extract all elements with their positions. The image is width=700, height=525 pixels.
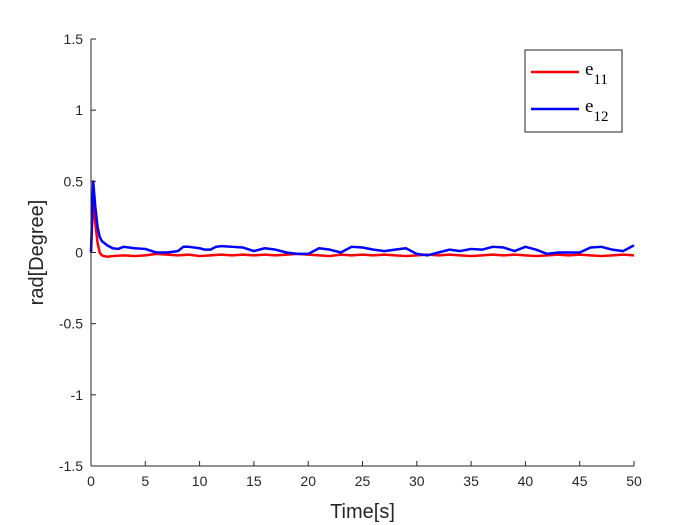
x-tick-label: 45 [572, 473, 588, 489]
x-tick-label: 5 [141, 473, 149, 489]
x-tick-label: 30 [409, 473, 425, 489]
x-tick-label: 20 [300, 473, 316, 489]
axes-layer: 0 5 10 15 20 25 30 35 40 45 50 -1.5 -1 -0.5 0 0.5 1 1.5 [59, 31, 642, 489]
series-line-e11 [89, 197, 635, 259]
x-axis-label: Time[s] [330, 501, 395, 523]
x-tick-label: 25 [355, 473, 371, 489]
x-tick-label: 50 [626, 473, 642, 489]
legend-label-e11[interactable]: e11 [585, 59, 608, 88]
y-tick-label: -1.5 [59, 458, 83, 474]
y-tick-label: 1 [75, 102, 83, 118]
y-tick-label: -0.5 [59, 316, 83, 332]
legend-label-e12[interactable]: e12 [585, 96, 608, 125]
x-tick-label: 0 [87, 473, 95, 489]
y-tick-label: 0.5 [64, 173, 84, 189]
x-tick-label: 35 [463, 473, 479, 489]
y-tick-label: 0 [75, 245, 83, 261]
legend-box [524, 49, 623, 133]
y-tick-label: -1 [71, 387, 84, 403]
y-axis-label: rad[Degree] [26, 200, 48, 306]
x-tick-label: 40 [518, 473, 534, 489]
x-tick-label: 15 [246, 473, 262, 489]
series-line-e12 [89, 180, 635, 257]
x-tick-label: 10 [192, 473, 208, 489]
series-layer [89, 180, 635, 259]
y-tick-label: 1.5 [64, 31, 84, 47]
